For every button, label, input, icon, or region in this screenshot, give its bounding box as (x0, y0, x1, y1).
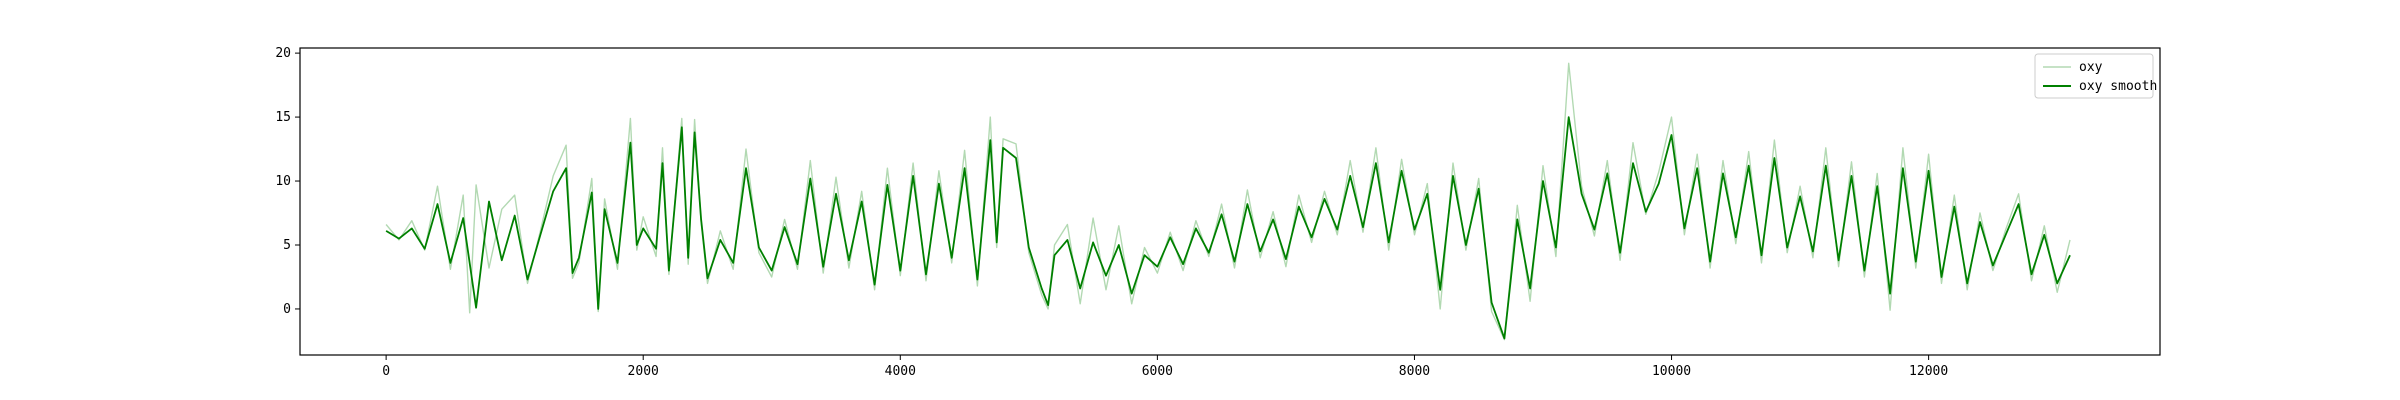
x-tick-label: 0 (382, 364, 390, 379)
y-tick-label: 10 (275, 174, 291, 189)
x-tick-label: 4000 (885, 364, 916, 379)
x-tick-label: 8000 (1399, 364, 1430, 379)
legend: oxy oxy smooth (2034, 53, 2157, 99)
series-line-oxy-smooth (385, 116, 2071, 340)
series-layer (385, 62, 2071, 341)
plot-area-frame (299, 47, 2161, 356)
legend-label: oxy smooth (2079, 79, 2157, 94)
x-tick-label: 10000 (1652, 364, 1691, 379)
y-tick-label: 15 (275, 110, 291, 125)
x-tick-label: 12000 (1909, 364, 1948, 379)
series-line-oxy (385, 62, 2071, 341)
y-axis: 0 5 10 15 20 (275, 46, 300, 317)
x-tick-label: 2000 (628, 364, 659, 379)
x-axis: 0 2000 4000 6000 8000 10000 12000 (382, 355, 1948, 379)
legend-label: oxy (2079, 60, 2103, 75)
x-tick-label: 6000 (1142, 364, 1173, 379)
y-tick-label: 5 (283, 238, 291, 253)
y-tick-label: 20 (275, 46, 291, 61)
y-tick-label: 0 (283, 302, 291, 317)
